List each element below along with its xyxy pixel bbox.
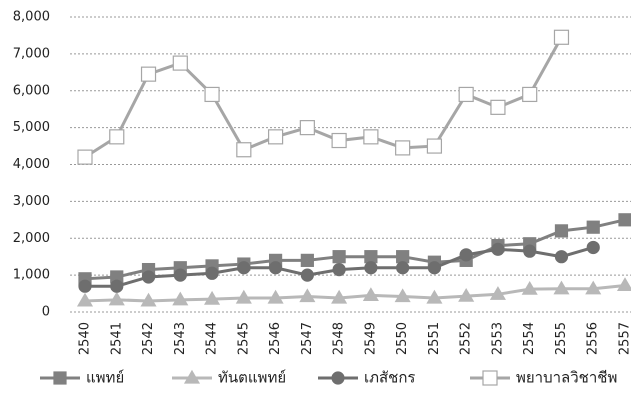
- legend-label: ทันตแพทย์: [218, 369, 286, 387]
- marker: [205, 266, 219, 280]
- marker: [426, 138, 443, 154]
- marker: [109, 129, 125, 145]
- x-tick-label: 2545: [236, 322, 251, 355]
- marker: [267, 289, 284, 304]
- marker: [235, 289, 252, 304]
- y-tick-label: 8,000: [13, 10, 50, 25]
- x-tick-label: 2552: [459, 322, 474, 355]
- marker: [173, 268, 187, 282]
- marker: [521, 280, 538, 295]
- legend-marker: [183, 369, 201, 384]
- y-tick-label: 1,000: [13, 268, 50, 283]
- x-tick-label: 2540: [78, 322, 93, 355]
- marker: [332, 262, 346, 277]
- x-tick-label: 2547: [300, 322, 315, 355]
- marker: [458, 86, 474, 103]
- marker: [300, 268, 314, 282]
- marker: [236, 142, 252, 158]
- marker: [586, 240, 600, 255]
- marker: [299, 120, 315, 136]
- y-tick-label: 2,000: [13, 231, 50, 246]
- marker: [76, 292, 94, 307]
- series-line: [84, 36, 563, 159]
- marker: [140, 292, 157, 307]
- marker: [268, 261, 283, 275]
- x-tick-label: 2549: [363, 322, 378, 355]
- x-tick-label: 2542: [141, 322, 156, 355]
- marker: [396, 250, 410, 264]
- y-tick-label: 6,000: [13, 83, 50, 98]
- marker: [141, 270, 156, 284]
- marker: [299, 288, 316, 303]
- legend-label: แพทย์: [86, 369, 124, 387]
- x-tick-label: 2554: [522, 322, 537, 355]
- x-tick-label: 2546: [268, 322, 283, 355]
- x-tick-label: 2556: [586, 322, 601, 355]
- marker: [300, 253, 314, 267]
- y-tick-label: 3,000: [13, 194, 50, 209]
- marker: [331, 289, 348, 304]
- marker: [490, 99, 506, 115]
- marker: [364, 250, 378, 264]
- marker: [204, 86, 220, 103]
- marker: [140, 66, 157, 82]
- marker: [554, 250, 569, 264]
- y-tick-label: 5,000: [13, 120, 50, 135]
- x-tick-label: 2544: [205, 322, 220, 355]
- legend-marker: [482, 370, 498, 386]
- legend-label: เภสัชกร: [364, 369, 416, 387]
- marker: [459, 248, 473, 262]
- legend-marker: [53, 371, 67, 385]
- legend: แพทย์ ทันตแพทย์ เภสัชกร พยาบาลวิชาชีพ: [40, 369, 617, 387]
- marker: [77, 149, 93, 165]
- marker: [586, 220, 600, 234]
- marker: [396, 261, 410, 275]
- marker: [332, 250, 346, 264]
- x-tick-label: 2553: [490, 322, 505, 355]
- marker: [491, 242, 505, 256]
- marker: [554, 224, 569, 238]
- marker: [553, 29, 570, 45]
- marker: [394, 288, 411, 303]
- marker: [331, 132, 347, 149]
- marker: [267, 129, 284, 145]
- marker: [618, 213, 631, 227]
- marker: [363, 129, 379, 145]
- series-line: [84, 283, 626, 303]
- marker: [78, 279, 92, 293]
- marker: [427, 261, 442, 275]
- marker: [110, 279, 124, 293]
- marker: [172, 55, 188, 71]
- x-tick-label: 2541: [109, 322, 124, 355]
- marker: [364, 261, 378, 275]
- marker: [553, 280, 570, 295]
- x-tick-label: 2557: [618, 322, 631, 355]
- y-tick-label: 4,000: [13, 157, 50, 172]
- x-tick-label: 2551: [427, 322, 442, 355]
- marker: [204, 290, 221, 305]
- x-tick-label: 2548: [332, 322, 347, 355]
- marker: [395, 140, 411, 156]
- marker: [426, 289, 443, 304]
- marker: [237, 261, 251, 275]
- x-tick-label: 2543: [173, 322, 188, 355]
- marker: [489, 286, 506, 300]
- marker: [362, 287, 379, 302]
- x-tick-label: 2550: [395, 322, 410, 355]
- marker: [108, 291, 125, 306]
- marker: [523, 244, 537, 258]
- marker: [172, 291, 189, 306]
- legend-marker: [331, 371, 345, 385]
- marker: [585, 280, 602, 295]
- marker: [616, 277, 631, 292]
- marker: [458, 287, 475, 302]
- marker: [522, 86, 538, 103]
- y-tick-label: 0: [42, 305, 50, 320]
- x-tick-label: 2555: [554, 322, 569, 355]
- y-tick-label: 7,000: [13, 46, 50, 61]
- legend-label: พยาบาลวิชาชีพ: [516, 369, 617, 387]
